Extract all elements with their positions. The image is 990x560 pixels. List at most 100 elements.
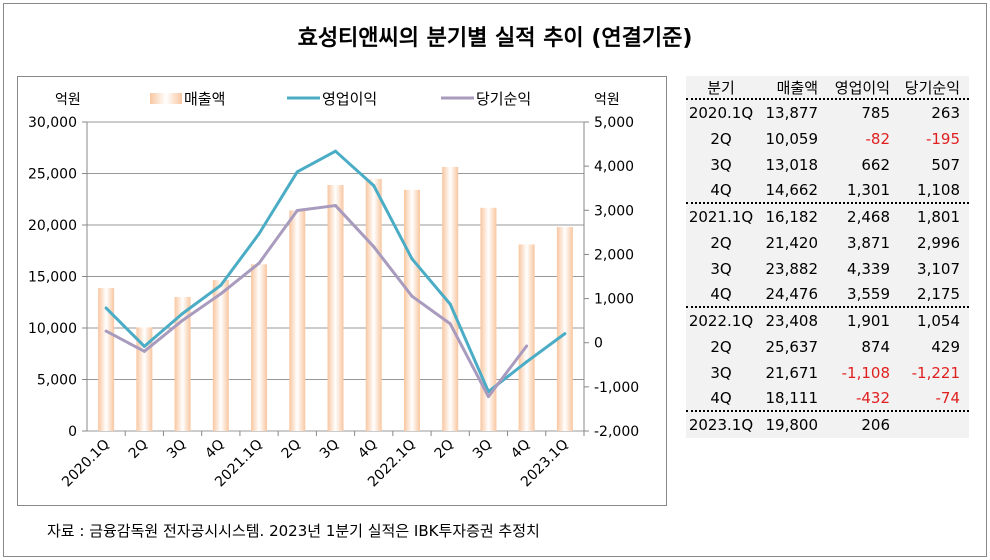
bar-2023.1Q xyxy=(556,227,573,431)
bar-3Q xyxy=(480,207,497,431)
point-당기순익 xyxy=(410,294,414,298)
left-tick-label: 30,000 xyxy=(28,115,77,131)
table-cell: 3,107 xyxy=(917,260,960,278)
table-cell: 2020.1Q xyxy=(688,104,754,122)
bar-2Q xyxy=(442,166,459,431)
page-title: 효성티앤씨의 분기별 실적 추이 (연결기준) xyxy=(297,26,693,51)
table-cell: 24,476 xyxy=(765,285,819,303)
table-cell: 4Q xyxy=(710,285,732,303)
bar-4Q xyxy=(365,178,382,431)
x-tick-label: 2Q xyxy=(432,437,457,462)
table-cell: 2Q xyxy=(710,234,732,252)
point-당기순익 xyxy=(334,204,337,208)
left-axis-unit: 억원 xyxy=(55,92,81,108)
point-당기순익 xyxy=(486,395,490,399)
table-cell: 영업이익 xyxy=(834,78,890,97)
bar-2022.1Q xyxy=(403,189,420,431)
table-row: 3Q 23,882 4,339 3,107 xyxy=(686,256,969,282)
table-cell: 당기순익 xyxy=(904,78,960,97)
x-tick-label: 2020.1Q xyxy=(59,437,113,491)
left-tick-label: 0 xyxy=(68,424,77,440)
left-tick-label: 15,000 xyxy=(28,270,77,286)
table-cell: 16,182 xyxy=(765,208,819,226)
point-영업이익 xyxy=(525,360,529,364)
right-tick-label: 4,000 xyxy=(594,159,634,175)
table-cell: 13,877 xyxy=(765,104,819,122)
table-cell: 분기 xyxy=(707,78,735,97)
table-cell: -1,221 xyxy=(911,364,960,382)
table-cell: 4Q xyxy=(710,389,732,407)
table-cell: 2022.1Q xyxy=(688,312,754,330)
table-row: 2023.1Q 19,800 206 xyxy=(686,412,969,438)
point-당기순익 xyxy=(372,245,376,249)
x-tick-label: 4Q xyxy=(355,437,380,462)
table-cell: -1,108 xyxy=(841,364,890,382)
table-row: 2Q 25,637 874 429 xyxy=(686,334,969,360)
point-영업이익 xyxy=(334,149,337,153)
table-cell: 2Q xyxy=(710,130,732,148)
left-tick-label: 5,000 xyxy=(37,373,77,389)
point-영업이익 xyxy=(181,311,185,315)
legend-label: 영업이익 xyxy=(322,90,377,108)
bar-2021.1Q xyxy=(251,264,268,431)
table-cell: 3Q xyxy=(710,156,732,174)
table-cell: 429 xyxy=(931,338,960,356)
table-cell: 1,108 xyxy=(917,181,960,199)
table-row: 2021.1Q 16,182 2,468 1,801 xyxy=(686,204,969,230)
table-cell: 263 xyxy=(931,104,960,122)
table-cell: 13,018 xyxy=(765,156,819,174)
table-cell: 3,871 xyxy=(847,234,890,252)
point-영업이익 xyxy=(142,344,146,348)
left-tick-label: 25,000 xyxy=(28,167,77,183)
table-row: 2Q 10,059 -82 -195 xyxy=(686,126,969,152)
table-cell: 3Q xyxy=(710,260,732,278)
point-영업이익 xyxy=(219,283,223,287)
bar-2020.1Q xyxy=(98,288,115,431)
legend-swatch-bar xyxy=(150,93,182,104)
table-cell: 1,901 xyxy=(847,312,890,330)
right-tick-label: 5,000 xyxy=(594,115,634,131)
right-tick-label: 0 xyxy=(594,336,603,352)
x-tick-label: 2Q xyxy=(126,437,151,462)
table-cell: 18,111 xyxy=(765,389,819,407)
bar-4Q xyxy=(518,244,535,431)
right-tick-label: 3,000 xyxy=(594,203,634,219)
data-table: 분기 매출액 영업이익 당기순익 2020.1Q 13,877 785 263 2Q 10,059… xyxy=(686,76,969,438)
left-tick-label: 20,000 xyxy=(28,218,77,234)
x-tick-label: 3Q xyxy=(470,437,495,462)
table-cell: 14,662 xyxy=(765,181,819,199)
bar-3Q xyxy=(174,296,191,431)
point-당기순익 xyxy=(257,261,261,265)
table-cell: 2021.1Q xyxy=(688,208,754,226)
point-당기순익 xyxy=(219,292,223,296)
right-tick-label: 2,000 xyxy=(594,247,634,263)
bar-4Q xyxy=(212,279,229,431)
x-tick-label: 4Q xyxy=(508,437,533,462)
table-header: 분기 매출액 영업이익 당기순익 xyxy=(686,76,969,100)
table-row: 2022.1Q 23,408 1,901 1,054 xyxy=(686,308,969,334)
right-tick-label: -2,000 xyxy=(594,424,639,440)
source-note: 자료 : 금융감독원 전자공시시스템. 2023년 1분기 실적은 IBK투자증… xyxy=(47,522,540,540)
x-tick-label: 3Q xyxy=(164,437,189,462)
table-cell: 19,800 xyxy=(765,416,819,434)
point-당기순익 xyxy=(448,322,452,326)
table-cell: -195 xyxy=(925,130,960,148)
table-cell: 874 xyxy=(861,338,890,356)
table-row: 2020.1Q 13,877 785 263 xyxy=(686,100,969,126)
right-tick-label: -1,000 xyxy=(594,380,639,396)
point-영업이익 xyxy=(295,170,299,174)
point-영업이익 xyxy=(257,232,261,236)
table-cell: 3Q xyxy=(710,364,732,382)
table-cell: 23,408 xyxy=(765,312,819,330)
table-cell: 1,301 xyxy=(847,181,890,199)
table-cell: 2,996 xyxy=(917,234,960,252)
point-영업이익 xyxy=(410,257,414,261)
bar-2Q xyxy=(289,210,306,431)
point-영업이익 xyxy=(372,184,376,188)
table-cell: 785 xyxy=(861,104,890,122)
right-axis-unit: 억원 xyxy=(594,92,620,108)
point-영업이익 xyxy=(448,302,452,306)
table-cell: 662 xyxy=(861,156,890,174)
legend-label: 당기순익 xyxy=(476,90,531,108)
